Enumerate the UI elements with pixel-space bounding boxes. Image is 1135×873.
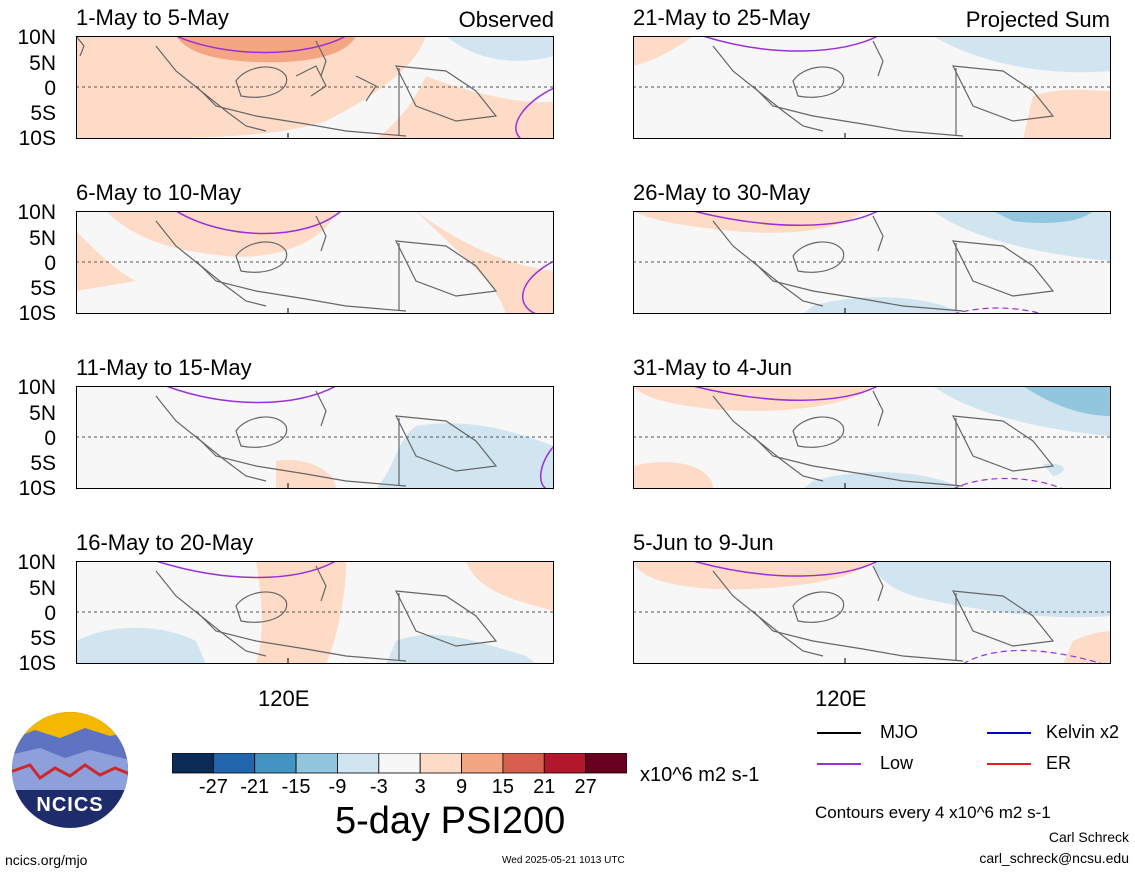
panel-title: 16-May to 20-May bbox=[76, 530, 254, 555]
colorbar-swatch bbox=[254, 753, 297, 774]
map-panel bbox=[633, 386, 1111, 489]
lat-label: 10S bbox=[18, 477, 56, 500]
colorbar-swatch bbox=[337, 753, 380, 774]
panel-title: 1-May to 5-May bbox=[76, 5, 229, 30]
lat-label: 10N bbox=[17, 376, 56, 399]
lat-label: 10N bbox=[17, 26, 56, 49]
ncics-logo: NCICS bbox=[10, 710, 130, 830]
legend-swatch-kelvin bbox=[987, 732, 1031, 734]
colorbar-tick: 21 bbox=[533, 776, 556, 798]
colorbar-swatch bbox=[543, 753, 587, 774]
colorbar-swatch bbox=[172, 753, 214, 774]
colorbar-swatches bbox=[172, 753, 627, 774]
colorbar-tick: 3 bbox=[414, 776, 426, 798]
lat-label: 10S bbox=[18, 652, 56, 675]
lat-label: 10N bbox=[17, 551, 56, 574]
lon-label: 120E bbox=[815, 686, 867, 711]
colorbar-swatch bbox=[295, 753, 338, 774]
panel-title: 21-May to 25-May bbox=[633, 5, 811, 30]
panel-title: 26-May to 30-May bbox=[633, 180, 811, 205]
legend-label-mjo: MJO bbox=[880, 722, 918, 742]
panel-tag: Observed bbox=[458, 7, 554, 32]
author-email: carl_schreck@ncsu.edu bbox=[979, 850, 1129, 866]
colorbar-swatch bbox=[585, 753, 627, 774]
lat-label: 0 bbox=[44, 252, 56, 275]
legend-label-low: Low bbox=[880, 753, 914, 773]
map-panel bbox=[633, 561, 1111, 664]
lat-label: 5S bbox=[30, 627, 56, 650]
colorbar-tick: -27 bbox=[198, 776, 228, 798]
panel-title: 31-May to 4-Jun bbox=[633, 355, 792, 380]
contour-note: Contours every 4 x10^6 m2 s-1 bbox=[815, 803, 1051, 822]
timestamp: Wed 2025-05-21 1013 UTC bbox=[502, 855, 625, 866]
colorbar-tick: -15 bbox=[281, 776, 311, 798]
main-title: 5-day PSI200 bbox=[335, 800, 566, 842]
panel-title: 11-May to 15-May bbox=[76, 355, 252, 380]
lat-label: 5S bbox=[30, 277, 56, 300]
site-url: ncics.org/mjo bbox=[5, 852, 88, 868]
legend-swatch-er bbox=[987, 763, 1031, 765]
colorbar-swatch bbox=[502, 753, 545, 774]
lat-label: 0 bbox=[44, 427, 56, 450]
colorbar-tick: 9 bbox=[455, 776, 468, 798]
lat-label: 5S bbox=[30, 452, 56, 475]
colorbar-tick: 27 bbox=[574, 776, 597, 798]
lat-label: 0 bbox=[44, 602, 56, 625]
colorbar-tick: -3 bbox=[369, 776, 388, 798]
map-panel bbox=[76, 211, 554, 314]
lat-label: 10S bbox=[18, 127, 56, 150]
legend-swatch-mjo bbox=[817, 732, 861, 734]
map-panel bbox=[76, 386, 554, 489]
panel-title: 5-Jun to 9-Jun bbox=[633, 530, 774, 555]
panel-title: 6-May to 10-May bbox=[76, 180, 242, 205]
lat-label: 5N bbox=[29, 402, 56, 425]
lat-label: 10S bbox=[18, 302, 56, 325]
lon-label: 120E bbox=[258, 686, 310, 711]
logo-text: NCICS bbox=[36, 794, 104, 816]
lat-label: 0 bbox=[44, 77, 56, 100]
logo-icon bbox=[12, 712, 128, 828]
legend-label-er: ER bbox=[1046, 753, 1072, 773]
colorbar-tick: -21 bbox=[240, 776, 270, 798]
map-panel bbox=[76, 36, 554, 139]
map-panel bbox=[633, 211, 1111, 314]
panel-tag: Projected Sum bbox=[965, 7, 1110, 32]
legend-label-kelvin: Kelvin x2 bbox=[1046, 722, 1120, 742]
colorbar-swatch bbox=[378, 753, 421, 774]
lat-label: 5N bbox=[29, 52, 56, 75]
lat-label: 5S bbox=[30, 102, 56, 125]
colorbar-swatch bbox=[419, 753, 462, 774]
colorbar-tick: -9 bbox=[328, 776, 347, 798]
colorbar-swatch bbox=[461, 753, 504, 774]
map-panel bbox=[633, 36, 1111, 139]
author: Carl Schreck bbox=[1048, 829, 1129, 845]
colorbar-units: x10^6 m2 s-1 bbox=[640, 764, 760, 786]
map-panel bbox=[76, 561, 554, 664]
colorbar-swatch bbox=[212, 753, 256, 774]
colorbar-tick: 15 bbox=[491, 776, 515, 798]
lat-label: 10N bbox=[17, 201, 56, 224]
legend-swatch-low bbox=[817, 763, 861, 765]
lat-label: 5N bbox=[29, 577, 56, 600]
lat-label: 5N bbox=[29, 227, 56, 250]
